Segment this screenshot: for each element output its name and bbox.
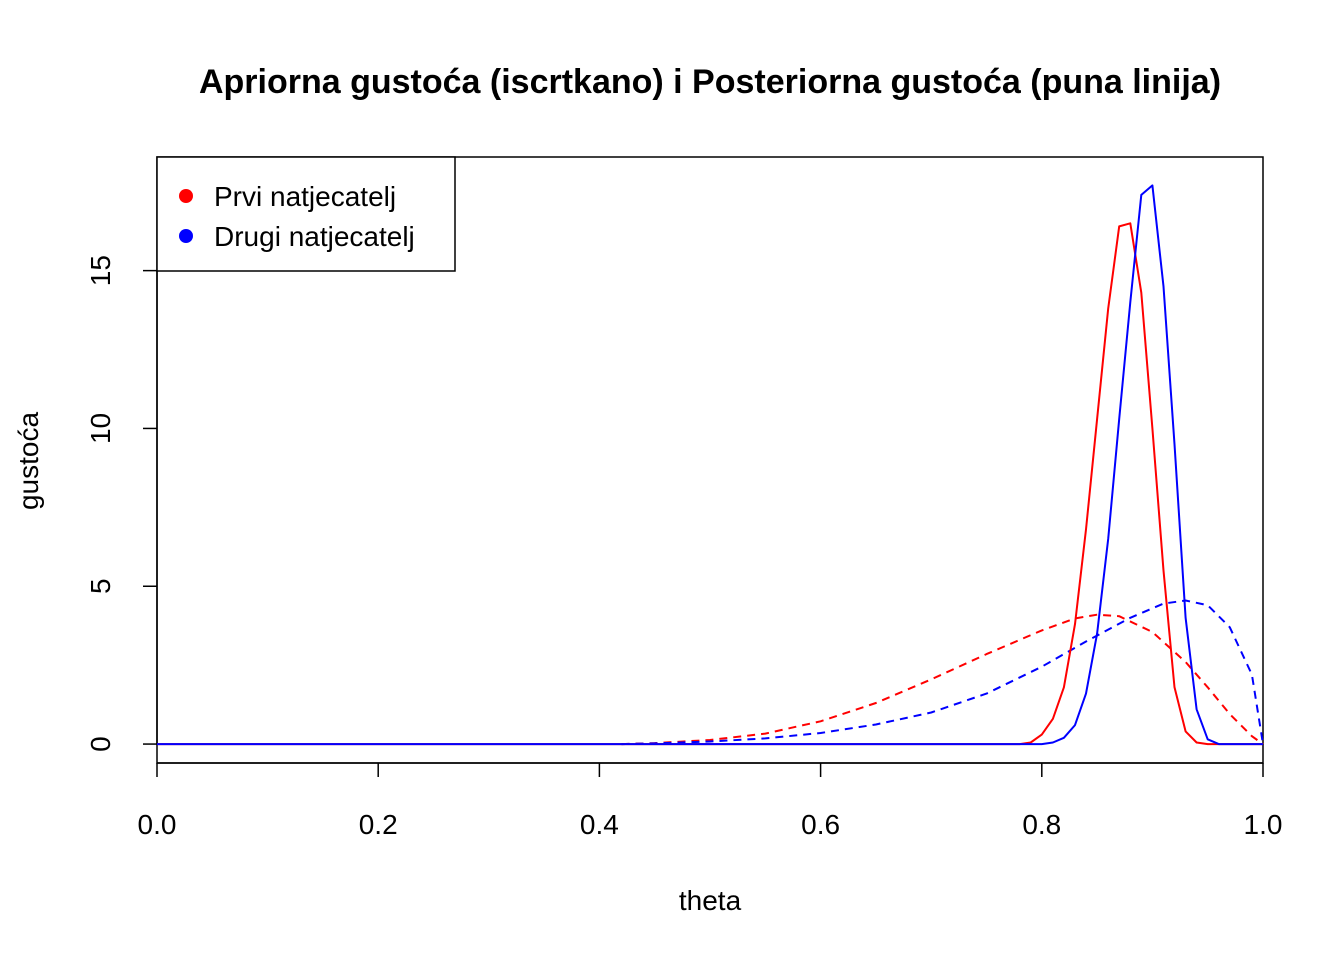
y-tick-label: 0 [85, 736, 116, 752]
series-line-1-solid [157, 184, 1263, 746]
legend: Prvi natjecatelj Drugi natjecatelj [156, 156, 456, 272]
legend-label-drugi: Drugi natjecatelj [214, 221, 415, 252]
legend-marker-prvi [179, 189, 193, 203]
series-line-0-solid [157, 222, 1263, 746]
legend-box [156, 156, 456, 272]
legend-marker-drugi [179, 229, 193, 243]
legend-label-prvi: Prvi natjecatelj [214, 181, 396, 212]
series-layer [157, 184, 1264, 746]
x-tick-label: 0.0 [138, 809, 177, 840]
y-tick-label: 15 [85, 255, 116, 286]
y-axis-label: gustoća [13, 412, 44, 510]
y-axis: 0 5 10 15 [85, 255, 158, 752]
x-tick-label: 0.4 [580, 809, 619, 840]
y-tick-label: 5 [85, 578, 116, 594]
y-tick-label: 10 [85, 413, 116, 444]
series-line-3-dashed [621, 599, 1264, 746]
x-tick-label: 0.2 [359, 809, 398, 840]
x-axis-label: theta [679, 885, 742, 916]
series-line-2-dashed [621, 613, 1264, 746]
chart-title: Apriorna gustoća (iscrtkano) i Posterior… [199, 63, 1221, 101]
x-tick-label: 0.8 [1022, 809, 1061, 840]
x-tick-label: 0.6 [801, 809, 840, 840]
x-axis: 0.0 0.2 0.4 0.6 0.8 1.0 [138, 762, 1283, 840]
x-tick-label: 1.0 [1244, 809, 1283, 840]
